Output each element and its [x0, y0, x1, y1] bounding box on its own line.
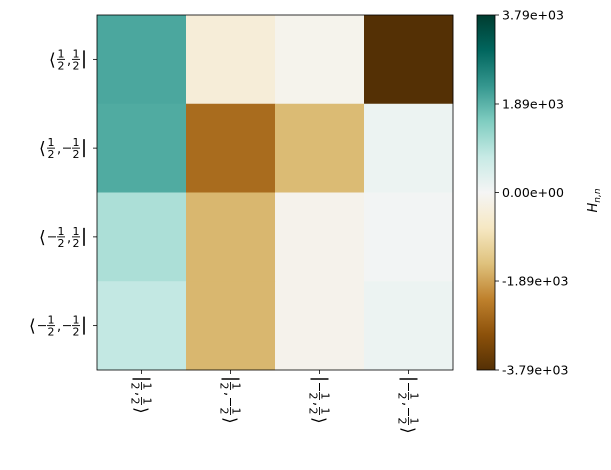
fraction-numerator: 1 [73, 136, 80, 149]
colorbar-tick-label: -3.79e+03 [502, 363, 568, 378]
fraction-denominator: 2 [218, 408, 231, 415]
fraction-denominator: 2 [58, 59, 65, 72]
heatmap-cell-1-1 [186, 103, 276, 193]
y-tick-label-0: ⟨ 12, 12 [49, 47, 85, 72]
fraction-numerator: 1 [319, 393, 332, 400]
comma: , [67, 231, 71, 246]
fraction-numerator: 1 [408, 418, 421, 425]
svg-text:Hn,n: Hn,n [586, 188, 603, 212]
fraction-numerator: 1 [58, 47, 65, 60]
heatmap-cell-1-2 [275, 103, 365, 193]
comma: , [57, 320, 61, 335]
colorbar-tick-label: 0.00e+00 [502, 185, 564, 200]
heatmap-cell-1-3 [364, 103, 454, 193]
fraction-numerator: 1 [141, 398, 154, 405]
fraction-numerator: 1 [73, 47, 80, 60]
fraction-denominator: 2 [48, 148, 55, 161]
colorbar-label: Hn,n [586, 188, 603, 212]
ket-bracket: ⟩ [220, 417, 240, 424]
fraction-numerator: 1 [408, 393, 421, 400]
fraction-denominator: 2 [396, 393, 409, 400]
heatmap-cell-2-3 [364, 192, 454, 282]
fraction-numerator: 1 [58, 225, 65, 238]
comma: , [311, 402, 326, 406]
colorbar: 3.79e+03 1.89e+03 0.00e+00 -1.89e+03 -3.79e+… [476, 8, 603, 378]
fraction-denominator: 2 [58, 237, 65, 250]
comma: , [222, 392, 237, 396]
ket-bracket: ⟩ [309, 417, 329, 424]
heatmap-cell-2-0 [97, 192, 187, 282]
y-tick-label-2: ⟨ 12, 12 [39, 225, 85, 250]
colorbar-gradient [476, 14, 496, 371]
heatmap-cell-0-3 [364, 15, 454, 105]
heatmap-cell-0-2 [275, 15, 365, 105]
heatmap-cell-0-1 [186, 15, 276, 105]
fraction-denominator: 2 [73, 148, 80, 161]
fraction-denominator: 2 [307, 408, 320, 415]
fraction-denominator: 2 [48, 326, 55, 339]
plot-frame [96, 14, 454, 371]
bra-bracket: ⟨ [39, 228, 46, 248]
fraction-denominator: 2 [129, 383, 142, 390]
y-tick-label-1: ⟨ 12, 12 [39, 136, 85, 161]
fraction-numerator: 1 [230, 383, 243, 390]
fraction-denominator: 2 [73, 59, 80, 72]
x-axis: 12,12⟩12,12⟩12,12⟩12,12⟩ [129, 370, 421, 434]
y-tick-label-3: ⟨ 12, 12 [29, 314, 85, 339]
fraction-denominator: 2 [218, 383, 231, 390]
heatmap-cell-0-0 [97, 15, 187, 105]
fraction-numerator: 1 [73, 225, 80, 238]
x-tick-label-2: 12,12⟩ [307, 378, 332, 424]
colorbar-tick-label: 1.89e+03 [502, 96, 564, 111]
fraction-numerator: 1 [48, 314, 55, 327]
colorbar-tick-label: 3.79e+03 [502, 8, 564, 23]
fraction-numerator: 1 [48, 136, 55, 149]
heatmap-cell-1-0 [97, 103, 187, 193]
heatmap-cell-2-1 [186, 192, 276, 282]
fraction-numerator: 1 [141, 383, 154, 390]
fraction-denominator: 2 [307, 393, 320, 400]
ket-bracket: ⟩ [398, 427, 418, 434]
y-axis: ⟨ 12, 12⟨ 12, 12⟨ 12, 12⟨ 12, 12 [29, 47, 97, 339]
fraction-numerator: 1 [230, 408, 243, 415]
colorbar-tick-label: -1.89e+03 [502, 274, 568, 289]
bra-bracket: ⟨ [39, 139, 46, 159]
heatmap-cell-3-3 [364, 281, 454, 371]
bra-bracket: ⟨ [49, 50, 56, 70]
comma: , [57, 142, 61, 157]
comma: , [133, 392, 148, 396]
x-tick-label-3: 12,12⟩ [396, 378, 421, 434]
fraction-denominator: 2 [73, 237, 80, 250]
fraction-denominator: 2 [396, 418, 409, 425]
x-tick-label-1: 12,12⟩ [218, 378, 243, 424]
comma: , [400, 402, 415, 406]
heatmap-cell-3-1 [186, 281, 276, 371]
heatmap-cell-3-2 [275, 281, 365, 371]
fraction-numerator: 1 [73, 314, 80, 327]
bra-bracket: ⟨ [29, 317, 36, 337]
fraction-denominator: 2 [73, 326, 80, 339]
heatmap-cells [97, 15, 454, 371]
ket-bracket: ⟩ [131, 407, 151, 414]
comma: , [67, 53, 71, 68]
heatmap-cell-3-0 [97, 281, 187, 371]
fraction-numerator: 1 [319, 408, 332, 415]
fraction-denominator: 2 [129, 398, 142, 405]
heatmap-cell-2-2 [275, 192, 365, 282]
x-tick-label-0: 12,12⟩ [129, 378, 154, 414]
